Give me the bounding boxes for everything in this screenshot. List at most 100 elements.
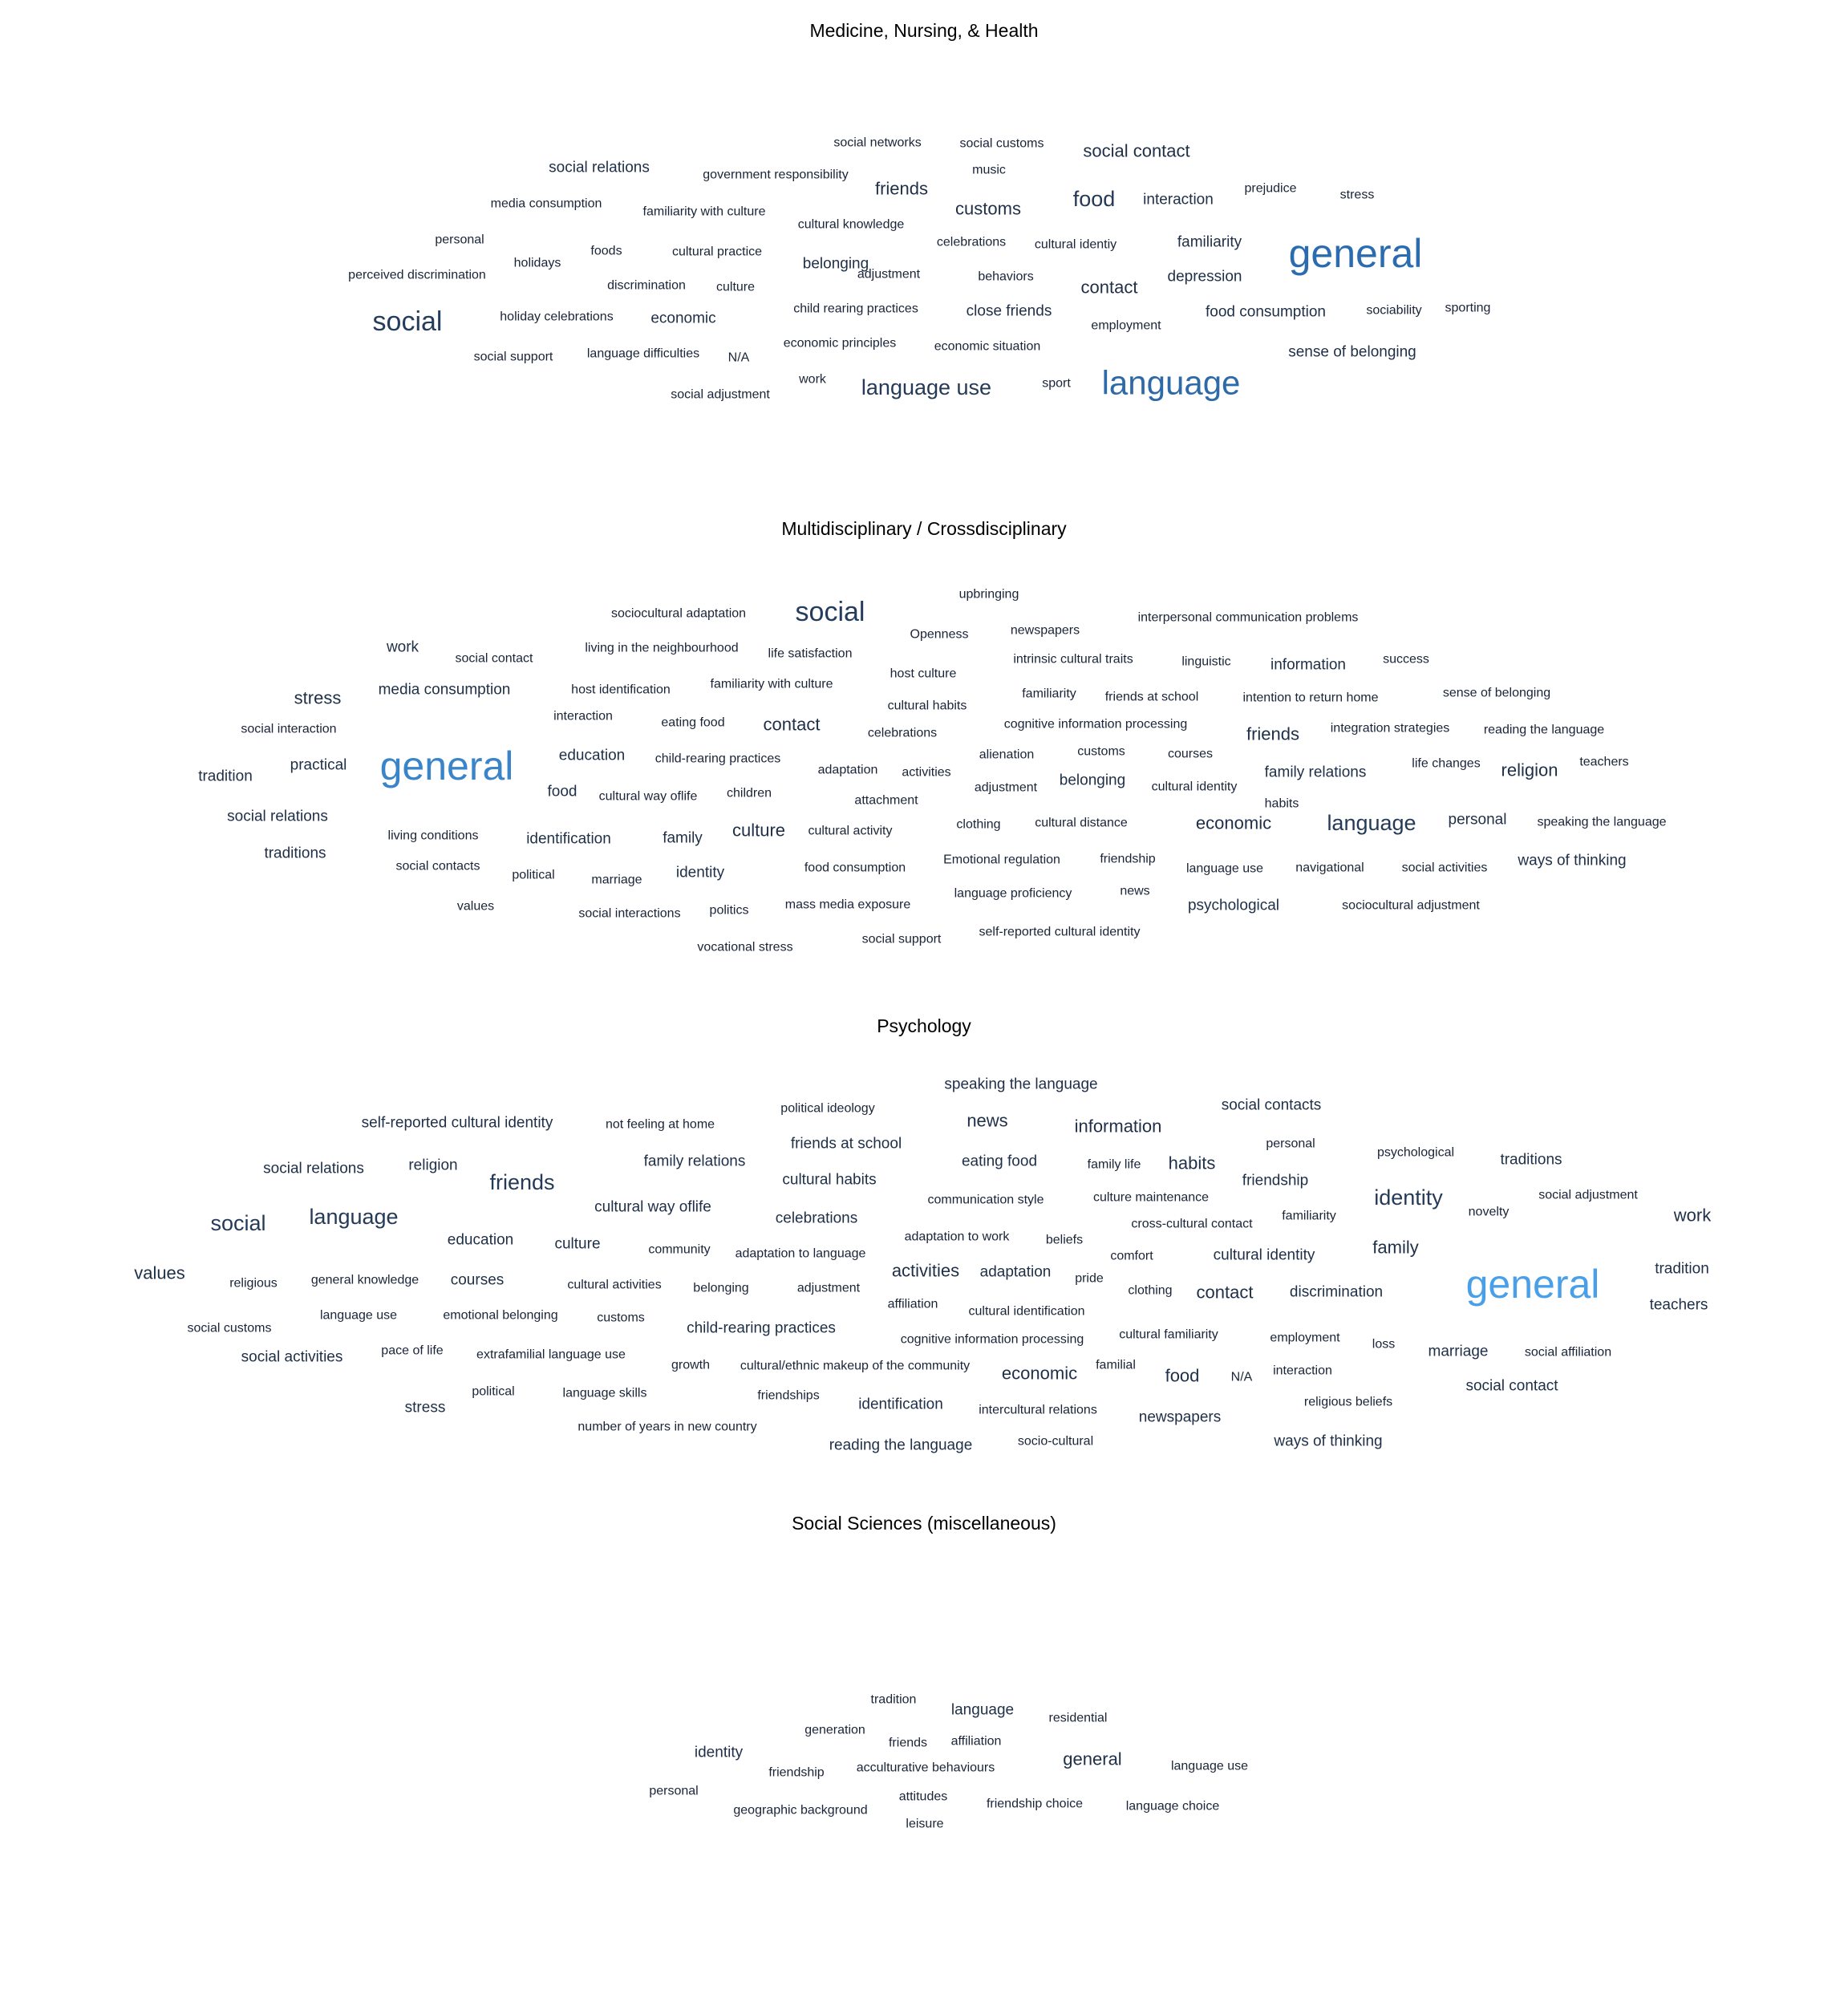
word-media-consumption: media consumption: [379, 682, 511, 699]
panel-title-social-sciences: Social Sciences (miscellaneous): [792, 1513, 1056, 1534]
word-cloud-medicine: general language social language use food con…: [348, 136, 1490, 402]
word-interaction: interaction: [1273, 1364, 1332, 1378]
word-adjustment: adjustment: [857, 268, 921, 282]
word-sense-of-belonging: sense of belonging: [1288, 344, 1416, 361]
word-mass-media-exposure: mass media exposure: [785, 898, 911, 912]
word-contact: contact: [1197, 1283, 1254, 1303]
word-social-contacts: social contacts: [1222, 1097, 1322, 1114]
panel-title-psychology: Psychology: [877, 1015, 971, 1036]
word-culture: culture: [554, 1236, 600, 1253]
word-values: values: [457, 900, 494, 914]
word-sociability: sociability: [1366, 304, 1421, 318]
word-personal: personal: [1449, 812, 1507, 829]
word-religion: religion: [1502, 760, 1558, 780]
word-psychological: psychological: [1188, 898, 1279, 914]
word-language-use: language use: [861, 375, 991, 399]
word-marriage: marriage: [1429, 1343, 1489, 1360]
word-social-contact: social contact: [456, 652, 533, 666]
word-identity: identity: [695, 1745, 744, 1761]
word-cultural-activity: cultural activity: [808, 825, 893, 838]
word-belonging: belonging: [693, 1282, 748, 1295]
word-life-changes: life changes: [1412, 757, 1480, 771]
word-cultural-identification: cultural identification: [969, 1305, 1085, 1319]
word-openness: Openness: [910, 628, 969, 642]
word-friendship: friendship: [768, 1766, 824, 1780]
word-friendship: friendship: [1100, 853, 1155, 866]
word-living-in-the-neighbourhood: living in the neighbourhood: [585, 642, 738, 655]
word-identity: identity: [1374, 1185, 1443, 1210]
word-food: food: [1073, 187, 1116, 211]
word-politics: politics: [710, 904, 749, 918]
word-depression: depression: [1168, 269, 1242, 286]
word-cultural-identity: cultural identity: [1152, 780, 1238, 794]
word-familial: familial: [1096, 1359, 1136, 1372]
word-cultural-distance: cultural distance: [1035, 817, 1128, 830]
word-political-ideology: political ideology: [780, 1102, 874, 1116]
word-personal: personal: [649, 1785, 698, 1798]
word-economic-situation: economic situation: [934, 340, 1041, 354]
word-education: education: [448, 1232, 513, 1249]
panel-title-multidisciplinary: Multidisciplinary / Crossdisciplinary: [781, 518, 1067, 539]
word-political: political: [472, 1385, 514, 1399]
word-social-adjustment: social adjustment: [671, 388, 770, 402]
word-customs: customs: [597, 1311, 645, 1325]
word-adaptation: adaptation: [818, 764, 878, 777]
word-speaking-the-language: speaking the language: [1537, 816, 1666, 829]
word-culture-maintenance: culture maintenance: [1093, 1191, 1209, 1205]
word-political: political: [512, 869, 554, 882]
word-personal: personal: [1266, 1137, 1315, 1151]
word-family-relations: family relations: [644, 1153, 746, 1170]
word-tradition: tradition: [871, 1693, 917, 1707]
word-linguistic: linguistic: [1181, 655, 1230, 669]
word-social-interaction: social interaction: [241, 723, 336, 736]
word-socio-cultural: socio-cultural: [1018, 1435, 1093, 1449]
word-social-contact: social contact: [1083, 141, 1189, 161]
word-living-conditions: living conditions: [388, 829, 479, 843]
word-government-responsibility: government responsibility: [703, 168, 848, 182]
word-cultural-habits: cultural habits: [782, 1172, 876, 1189]
word-culture: culture: [716, 281, 755, 294]
word-language: language: [1102, 364, 1241, 402]
word-news: news: [967, 1111, 1007, 1131]
word-cultural-ethnic-makeup-of-the-community: cultural/ethnic makeup of the community: [740, 1360, 970, 1373]
word-attitudes: attitudes: [899, 1790, 947, 1804]
word-practical: practical: [290, 757, 347, 774]
word-cloud-social-sciences: general language identity tradition resident…: [649, 1693, 1248, 1831]
word-information: information: [1270, 657, 1346, 674]
word-celebrations: celebrations: [937, 236, 1006, 249]
word-social-adjustment: social adjustment: [1538, 1189, 1638, 1202]
word-acculturative-behaviours: acculturative behaviours: [857, 1761, 995, 1775]
word-communication-style: communication style: [928, 1194, 1044, 1207]
word-information: information: [1075, 1116, 1162, 1137]
word-adjustment: adjustment: [975, 781, 1038, 795]
word-vocational-stress: vocational stress: [697, 941, 792, 954]
word-general: general: [380, 744, 514, 788]
word-cultural-activities: cultural activities: [567, 1279, 661, 1292]
word-friends: friends: [889, 1737, 927, 1750]
word-food: food: [548, 784, 578, 800]
word-general: general: [1466, 1262, 1600, 1307]
word-family: family: [663, 830, 703, 847]
word-belonging: belonging: [1060, 772, 1125, 789]
word-leisure: leisure: [906, 1818, 943, 1831]
word-intercultural-relations: intercultural relations: [979, 1404, 1097, 1417]
word-cloud-psychology: general social language friends identity work…: [134, 1076, 1712, 1454]
word-teachers: teachers: [1579, 756, 1628, 769]
word-social-networks: social networks: [833, 136, 921, 150]
word-identification: identification: [526, 831, 611, 848]
word-identification: identification: [858, 1396, 943, 1413]
word-language-choice: language choice: [1126, 1800, 1220, 1814]
word-food-consumption: food consumption: [1206, 304, 1326, 321]
word-child-rearing-practices: child rearing practices: [793, 302, 918, 316]
word-friends-at-school: friends at school: [1105, 691, 1199, 704]
word-familiarity-with-culture: familiarity with culture: [643, 205, 766, 219]
word-extrafamilial-language-use: extrafamilial language use: [476, 1348, 626, 1362]
word-adjustment: adjustment: [797, 1282, 861, 1295]
word-work: work: [798, 373, 827, 387]
word-close-friends: close friends: [967, 303, 1052, 320]
word-ways-of-thinking: ways of thinking: [1517, 853, 1626, 869]
word-sociocultural-adjustment: sociocultural adjustment: [1342, 899, 1480, 913]
word-language-use: language use: [1171, 1760, 1248, 1773]
word-behaviors: behaviors: [978, 270, 1033, 284]
word-navigational: navigational: [1295, 861, 1364, 875]
